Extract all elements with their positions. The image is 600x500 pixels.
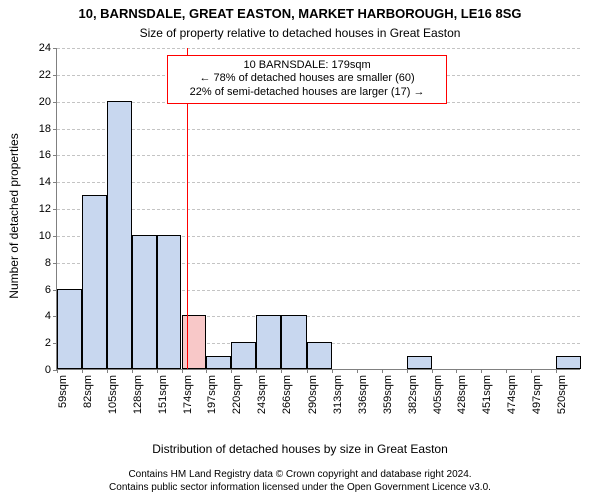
y-tick-label: 10 [39, 230, 51, 242]
annotation-box: 10 BARNSDALE: 179sqm← 78% of detached ho… [167, 55, 447, 104]
annotation-line: ← 78% of detached houses are smaller (60… [174, 72, 440, 86]
y-tick-label: 24 [39, 42, 51, 54]
x-tick-label: 82sqm [82, 375, 94, 408]
y-tick-label: 6 [45, 284, 51, 296]
x-tick-mark [82, 369, 83, 373]
histogram-bar [307, 342, 332, 369]
x-tick-mark [256, 369, 257, 373]
x-tick-label: 197sqm [206, 375, 218, 414]
histogram-bar [206, 356, 231, 369]
gridline [57, 155, 580, 156]
x-tick-label: 336sqm [357, 375, 369, 414]
y-tick-label: 16 [39, 149, 51, 161]
histogram-bar [157, 235, 182, 369]
y-tick-label: 0 [45, 364, 51, 376]
y-tick-label: 4 [45, 310, 51, 322]
x-tick-mark [432, 369, 433, 373]
x-tick-mark [332, 369, 333, 373]
chart-container: 10, BARNSDALE, GREAT EASTON, MARKET HARB… [0, 0, 600, 500]
gridline [57, 209, 580, 210]
y-tick-mark [53, 236, 57, 237]
x-tick-label: 520sqm [556, 375, 568, 414]
y-tick-label: 8 [45, 257, 51, 269]
y-tick-label: 12 [39, 203, 51, 215]
y-tick-mark [53, 48, 57, 49]
x-tick-label: 266sqm [281, 375, 293, 414]
histogram-bar [107, 101, 132, 369]
x-tick-label: 220sqm [231, 375, 243, 414]
x-axis-label: Distribution of detached houses by size … [0, 442, 600, 456]
histogram-bar [281, 315, 307, 369]
x-tick-mark [456, 369, 457, 373]
x-tick-label: 359sqm [382, 375, 394, 414]
x-tick-label: 451sqm [481, 375, 493, 414]
x-tick-label: 497sqm [531, 375, 543, 414]
plot-area: 02468101214161820222459sqm82sqm105sqm128… [56, 48, 580, 370]
x-tick-mark [307, 369, 308, 373]
y-tick-label: 18 [39, 123, 51, 135]
annotation-line: 10 BARNSDALE: 179sqm [174, 59, 440, 73]
footer-line: Contains HM Land Registry data © Crown c… [0, 469, 600, 482]
histogram-bar [132, 235, 157, 369]
y-axis-label: Number of detached properties [7, 133, 21, 298]
x-tick-label: 174sqm [182, 375, 194, 414]
y-tick-label: 22 [39, 69, 51, 81]
x-tick-label: 428sqm [456, 375, 468, 414]
footer-attribution: Contains HM Land Registry data © Crown c… [0, 469, 600, 494]
y-tick-mark [53, 102, 57, 103]
footer-line: Contains public sector information licen… [0, 482, 600, 495]
x-tick-mark [556, 369, 557, 373]
x-tick-mark [132, 369, 133, 373]
x-tick-mark [531, 369, 532, 373]
histogram-bar [57, 289, 82, 370]
x-tick-label: 128sqm [132, 375, 144, 414]
y-tick-mark [53, 129, 57, 130]
annotation-line: 22% of semi-detached houses are larger (… [174, 86, 440, 100]
x-tick-label: 405sqm [432, 375, 444, 414]
x-tick-mark [481, 369, 482, 373]
x-tick-label: 243sqm [256, 375, 268, 414]
x-tick-label: 474sqm [506, 375, 518, 414]
histogram-bar [407, 356, 432, 369]
y-tick-mark [53, 75, 57, 76]
x-tick-mark [506, 369, 507, 373]
x-tick-label: 313sqm [332, 375, 344, 414]
y-tick-label: 20 [39, 96, 51, 108]
x-tick-mark [357, 369, 358, 373]
y-tick-mark [53, 209, 57, 210]
x-tick-label: 290sqm [307, 375, 319, 414]
x-tick-mark [281, 369, 282, 373]
x-tick-mark [382, 369, 383, 373]
x-tick-label: 151sqm [157, 375, 169, 414]
y-tick-mark [53, 155, 57, 156]
gridline [57, 182, 580, 183]
histogram-bar [256, 315, 281, 369]
x-tick-label: 59sqm [57, 375, 69, 408]
x-tick-mark [182, 369, 183, 373]
y-tick-label: 2 [45, 337, 51, 349]
y-tick-mark [53, 263, 57, 264]
histogram-bar [556, 356, 581, 369]
histogram-bar [182, 315, 207, 369]
y-tick-label: 14 [39, 176, 51, 188]
chart-subtitle: Size of property relative to detached ho… [0, 26, 600, 40]
x-tick-label: 105sqm [107, 375, 119, 414]
x-tick-mark [206, 369, 207, 373]
x-tick-mark [157, 369, 158, 373]
histogram-bar [231, 342, 256, 369]
x-tick-mark [231, 369, 232, 373]
y-tick-mark [53, 182, 57, 183]
x-tick-mark [57, 369, 58, 373]
chart-title: 10, BARNSDALE, GREAT EASTON, MARKET HARB… [0, 6, 600, 21]
gridline [57, 48, 580, 49]
gridline [57, 129, 580, 130]
x-tick-mark [107, 369, 108, 373]
histogram-bar [82, 195, 107, 369]
x-tick-mark [407, 369, 408, 373]
x-tick-label: 382sqm [407, 375, 419, 414]
